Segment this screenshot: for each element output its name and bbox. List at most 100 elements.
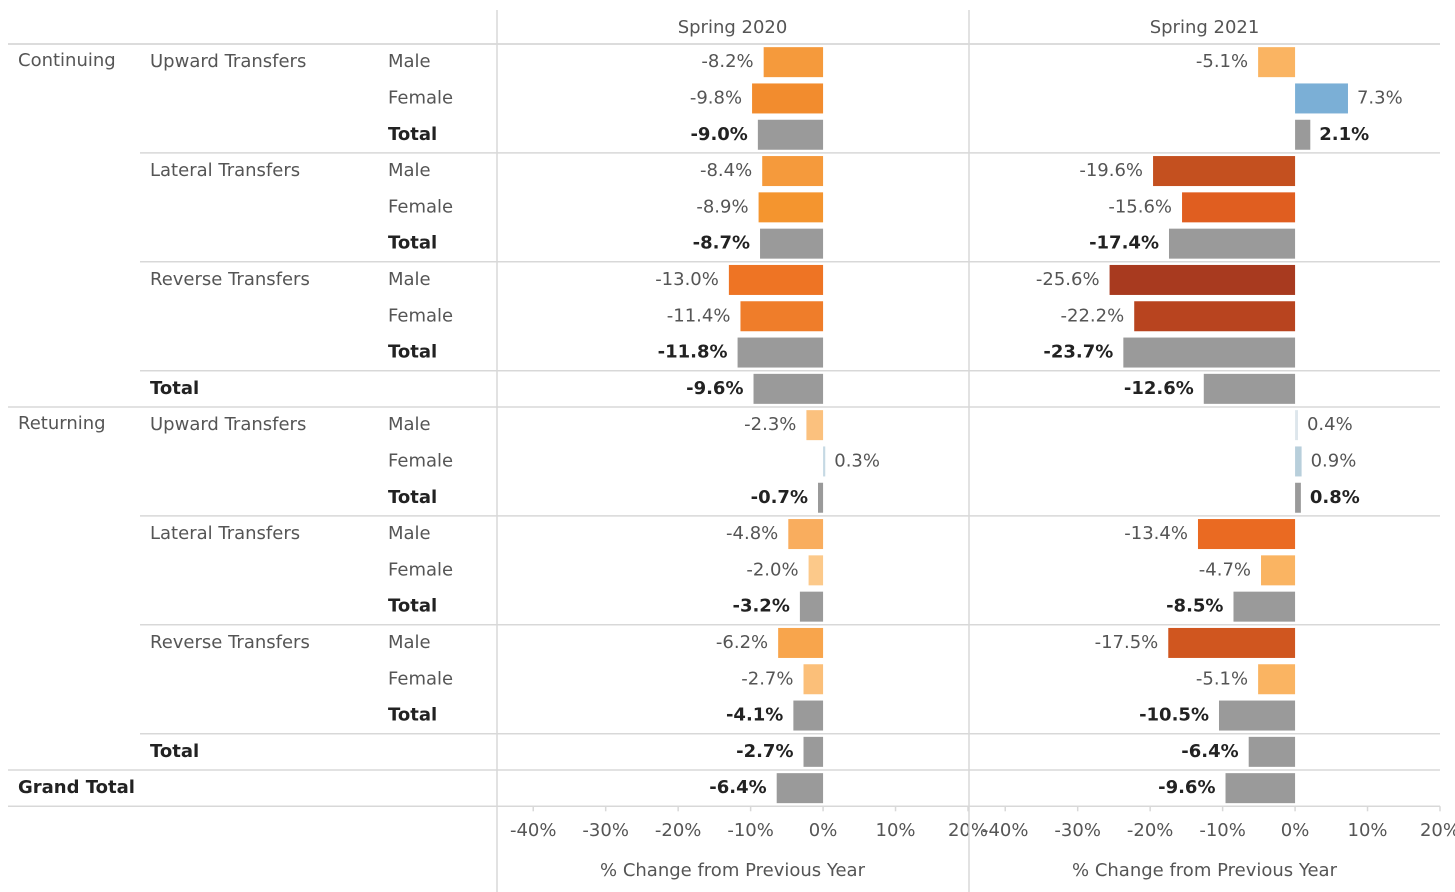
bar xyxy=(1153,156,1296,187)
x-tick-label: -10% xyxy=(1199,820,1246,841)
bar xyxy=(1168,228,1296,259)
value-label: -2.3% xyxy=(744,414,796,435)
value-label: -12.6% xyxy=(1124,378,1194,399)
value-label: -2.7% xyxy=(741,668,793,689)
value-label: -11.8% xyxy=(658,342,728,363)
bar xyxy=(752,83,824,114)
x-axis-label: % Change from Previous Year xyxy=(1072,860,1338,881)
value-label: -13.0% xyxy=(655,269,719,290)
bar xyxy=(793,700,824,731)
bar xyxy=(788,519,824,550)
bar xyxy=(1258,47,1296,78)
value-label: -8.2% xyxy=(701,51,753,72)
bar xyxy=(803,736,824,767)
x-tick-label: 10% xyxy=(1348,820,1388,841)
value-label: 0.8% xyxy=(1310,487,1360,508)
subgroup-label: Lateral Transfers xyxy=(150,160,300,181)
value-label: -11.4% xyxy=(667,305,731,326)
bar xyxy=(803,664,824,695)
value-label: -23.7% xyxy=(1043,342,1113,363)
bar xyxy=(762,156,824,187)
value-label: -13.4% xyxy=(1124,523,1188,544)
bar xyxy=(1203,373,1296,404)
bar xyxy=(737,337,824,368)
bar xyxy=(823,446,826,477)
bar xyxy=(1123,337,1296,368)
bar xyxy=(1258,664,1296,695)
value-label: -9.6% xyxy=(1158,777,1215,798)
item-label: Total xyxy=(388,487,437,508)
value-label: -17.4% xyxy=(1089,233,1159,254)
bar xyxy=(1109,264,1296,295)
item-label: Female xyxy=(388,196,453,217)
bar xyxy=(1225,773,1296,804)
value-label: -22.2% xyxy=(1061,305,1125,326)
x-tick-label: 20% xyxy=(1420,820,1455,841)
subgroup-label: Upward Transfers xyxy=(150,414,306,435)
bar xyxy=(1295,482,1301,513)
bar xyxy=(778,627,824,658)
item-label: Male xyxy=(388,51,431,72)
bar xyxy=(728,264,824,295)
bar xyxy=(1134,301,1296,332)
item-label: Male xyxy=(388,632,431,653)
x-tick-label: -40% xyxy=(510,820,557,841)
panel-title: Spring 2020 xyxy=(678,17,788,38)
subgroup-label: Total xyxy=(150,741,199,762)
bar xyxy=(1182,192,1296,223)
item-label: Female xyxy=(388,559,453,580)
subgroup-label: Lateral Transfers xyxy=(150,523,300,544)
item-label: Total xyxy=(388,233,437,254)
bar xyxy=(1168,627,1296,658)
x-tick-label: -20% xyxy=(1127,820,1174,841)
bar xyxy=(1218,700,1296,731)
value-label: -6.4% xyxy=(1181,741,1238,762)
value-label: -5.1% xyxy=(1196,51,1248,72)
bar xyxy=(1248,736,1296,767)
item-label: Male xyxy=(388,523,431,544)
bar xyxy=(1197,519,1296,550)
value-label: -8.4% xyxy=(700,160,752,181)
bar xyxy=(799,591,824,622)
subgroup-label: Reverse Transfers xyxy=(150,632,310,653)
subgroup-label: Total xyxy=(150,378,199,399)
panel-title: Spring 2021 xyxy=(1150,17,1260,38)
x-tick-label: -20% xyxy=(655,820,702,841)
item-label: Female xyxy=(388,450,453,471)
x-tick-label: 20% xyxy=(948,820,988,841)
x-axis-label: % Change from Previous Year xyxy=(600,860,866,881)
bar xyxy=(1295,83,1348,114)
value-label: -17.5% xyxy=(1095,632,1159,653)
value-label: -6.4% xyxy=(709,777,766,798)
value-label: -2.7% xyxy=(736,741,793,762)
value-label: -9.0% xyxy=(690,124,747,145)
item-label: Male xyxy=(388,269,431,290)
group-label: Returning xyxy=(18,413,106,434)
bar xyxy=(776,773,824,804)
value-label: -4.7% xyxy=(1199,559,1251,580)
value-label: 0.3% xyxy=(834,450,880,471)
value-label: -5.1% xyxy=(1196,668,1248,689)
value-label: 2.1% xyxy=(1319,124,1369,145)
value-label: 7.3% xyxy=(1357,87,1403,108)
bar xyxy=(758,192,824,223)
bar xyxy=(740,301,824,332)
x-tick-label: -30% xyxy=(582,820,629,841)
bar xyxy=(760,228,824,259)
bar xyxy=(1261,555,1296,586)
value-label: -0.7% xyxy=(751,487,808,508)
subgroup-label: Reverse Transfers xyxy=(150,269,310,290)
item-label: Male xyxy=(388,414,431,435)
bar xyxy=(1295,410,1298,441)
bar xyxy=(757,119,824,150)
x-tick-label: 0% xyxy=(809,820,838,841)
value-label: 0.9% xyxy=(1311,450,1357,471)
x-tick-label: 0% xyxy=(1281,820,1310,841)
subgroup-label: Upward Transfers xyxy=(150,51,306,72)
value-label: -8.7% xyxy=(693,233,750,254)
x-tick-label: -10% xyxy=(727,820,774,841)
value-label: -9.8% xyxy=(690,87,742,108)
group-label: Continuing xyxy=(18,50,116,71)
value-label: 0.4% xyxy=(1307,414,1353,435)
